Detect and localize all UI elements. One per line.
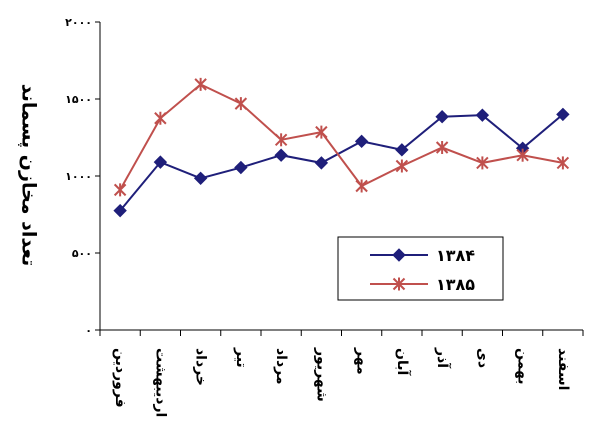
x-tick-label: فروردین <box>112 348 128 408</box>
data-point <box>274 133 288 147</box>
y-tick-label: ۵۰۰ <box>72 247 92 260</box>
data-point <box>476 156 489 170</box>
data-point <box>194 77 207 91</box>
x-tick-label: خرداد <box>193 348 209 386</box>
x-tick-label: آذر <box>434 347 452 369</box>
data-point <box>234 160 248 175</box>
y-tick-label: ۲۰۰۰ <box>65 16 92 29</box>
data-point <box>153 155 168 169</box>
series-line <box>119 83 564 191</box>
x-tick-label: آبان <box>394 348 412 376</box>
x-tick-label: مهر <box>354 347 370 375</box>
data-point <box>435 141 449 155</box>
x-tick-label: شهریور <box>313 347 329 402</box>
data-point <box>274 148 288 162</box>
series-line <box>119 113 564 212</box>
series-layer <box>113 77 570 218</box>
y-axis-label: تعداد مخازن پسماند <box>18 84 40 267</box>
data-point <box>234 97 248 111</box>
x-tick-label: تیر <box>233 347 249 368</box>
x-tick-label: دی <box>474 348 490 368</box>
series-2 <box>113 77 570 197</box>
x-tick-label: بهمن <box>515 348 531 384</box>
data-point <box>355 179 368 193</box>
data-point <box>475 108 490 122</box>
x-tick-label: اسفند <box>555 348 571 390</box>
data-point <box>314 156 329 170</box>
x-ticks: فروردین اردیبهشت خرداد تیر مرداد شهریور مهر آبا… <box>99 330 584 417</box>
y-tick-label: ۰ <box>85 324 92 337</box>
data-point <box>113 183 127 197</box>
data-point <box>395 143 409 157</box>
data-point <box>395 159 409 173</box>
x-tick-label: اردیبهشت <box>152 348 168 417</box>
legend-marker <box>392 248 406 262</box>
legend-label: ۱۳۸۵ <box>436 275 475 294</box>
data-point <box>556 156 570 170</box>
data-point <box>154 111 167 125</box>
data-point <box>193 171 208 186</box>
y-ticks: ۰ ۵۰۰ ۱۰۰۰ ۱۵۰۰ ۲۰۰۰ <box>65 16 100 337</box>
x-tick-label: مرداد <box>273 348 289 385</box>
data-point <box>354 134 369 149</box>
data-point <box>113 203 127 218</box>
legend-marker <box>392 277 406 291</box>
legend-label: ۱۳۸۴ <box>436 246 475 265</box>
y-tick-label: ۱۵۰۰ <box>65 93 92 106</box>
legend: ۱۳۸۴ ۱۳۸۵ <box>337 236 504 301</box>
data-point <box>435 110 449 124</box>
data-point <box>556 107 570 122</box>
y-tick-label: ۱۰۰۰ <box>65 170 92 183</box>
series-1 <box>113 107 570 218</box>
data-point <box>315 125 328 139</box>
data-point <box>516 148 529 162</box>
legend-box <box>337 236 504 301</box>
